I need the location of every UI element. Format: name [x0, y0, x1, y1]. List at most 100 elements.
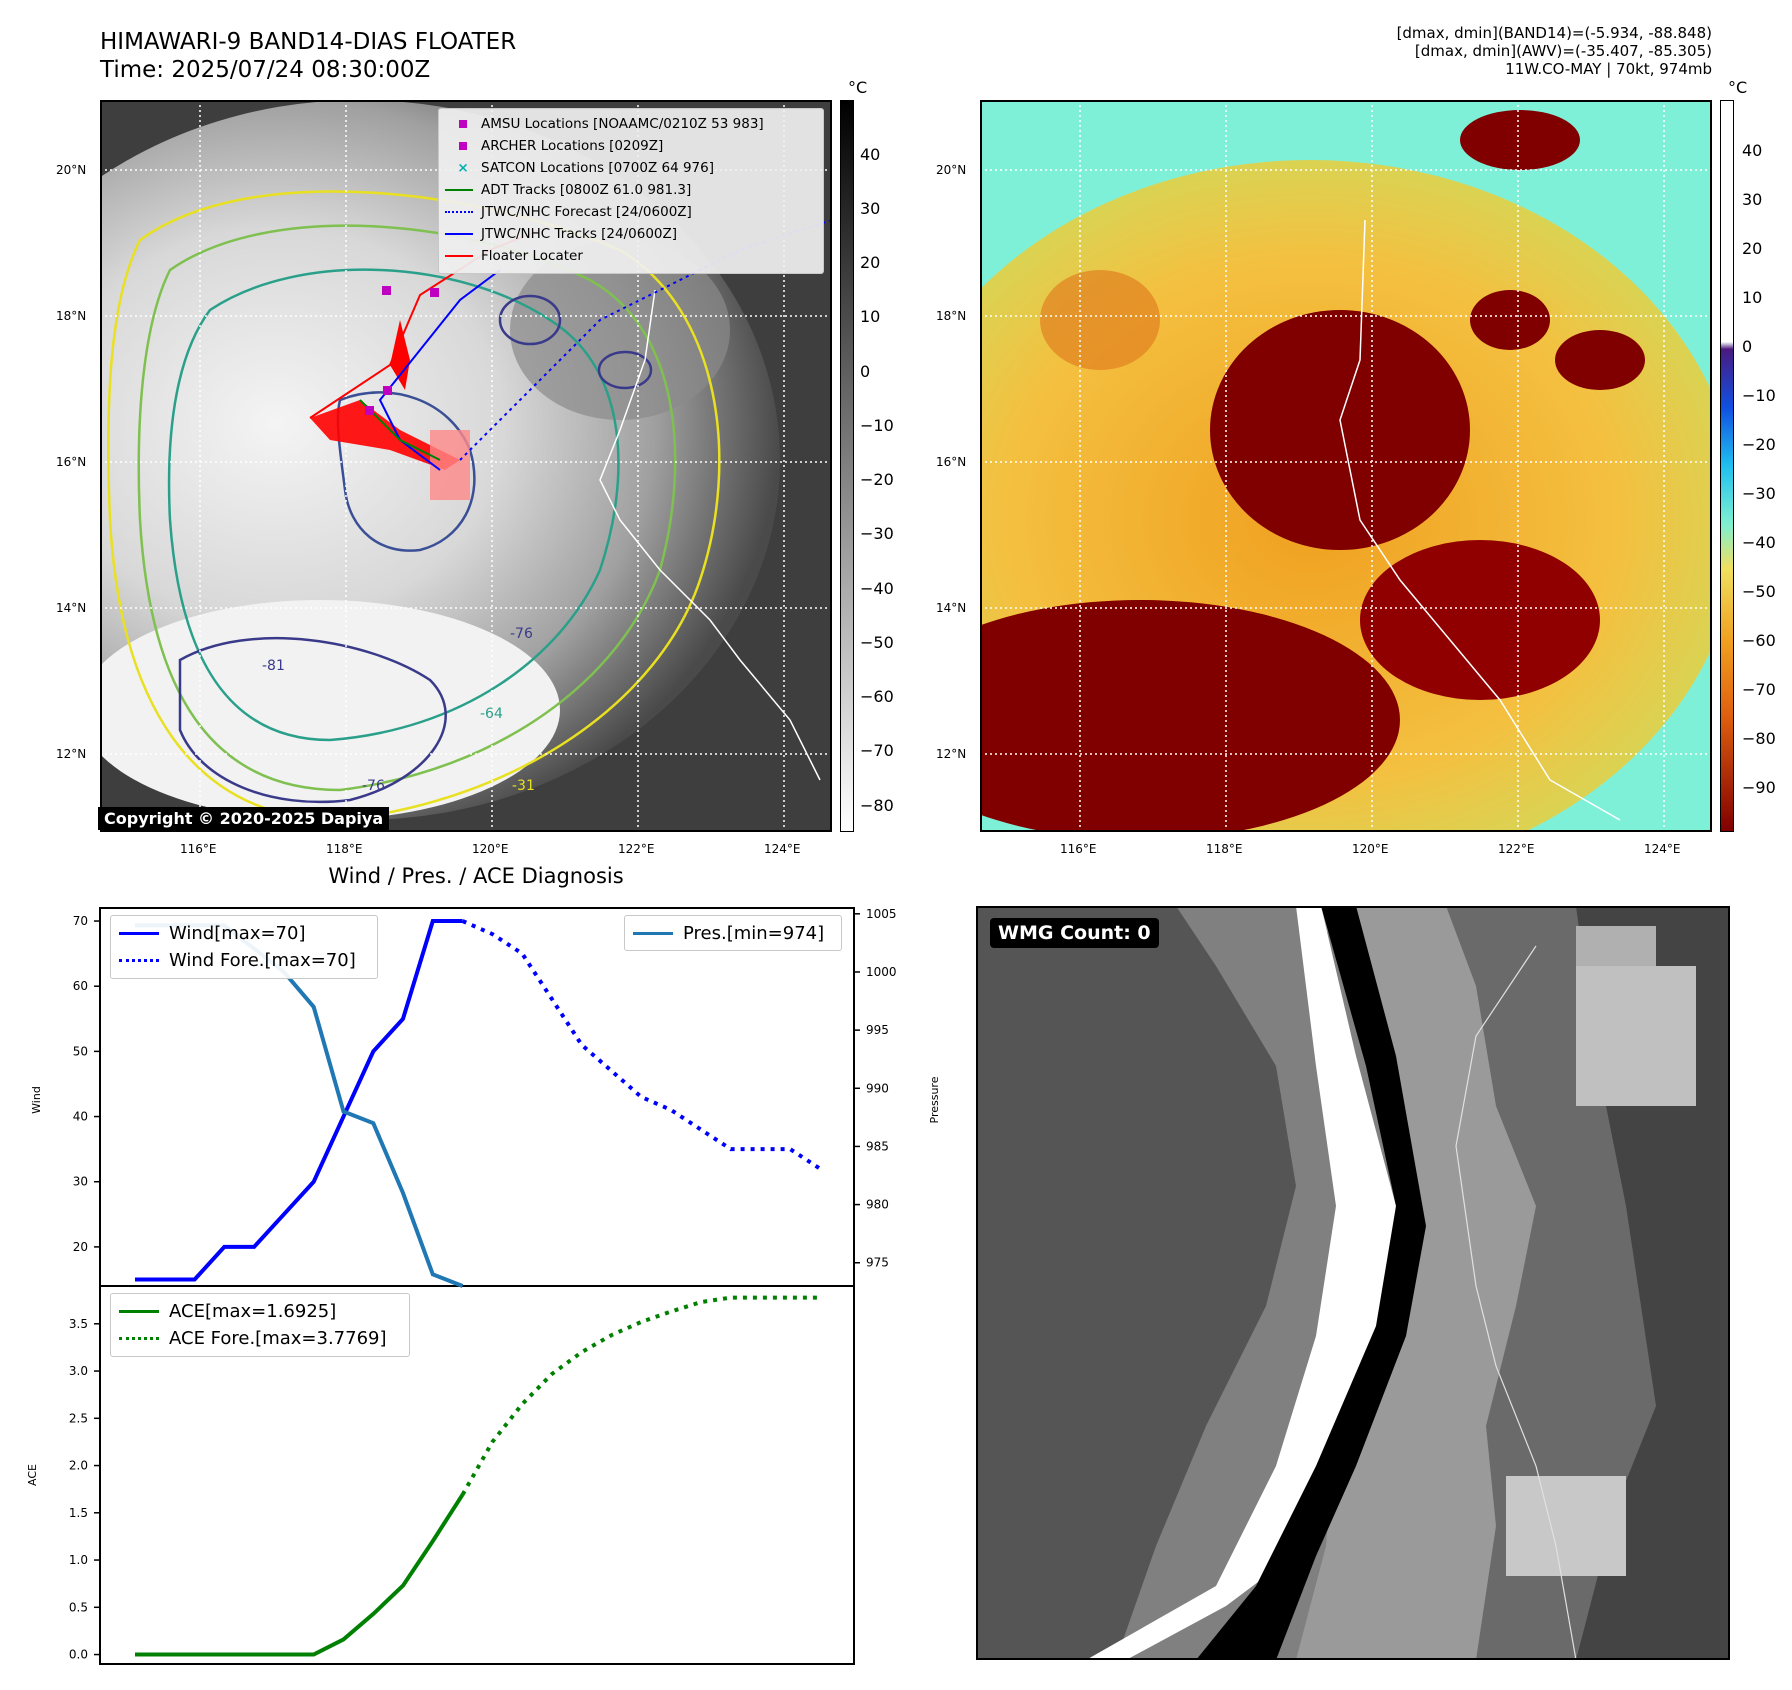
cbar-tick: −70	[1742, 680, 1776, 699]
right-colorbar	[1720, 100, 1734, 832]
lat-label: 12°N	[56, 747, 87, 761]
cbar-tick: −30	[860, 524, 894, 543]
diagnosis-svg: 20 30 40 50 60 70 975 980 985 990 995 1000 1005 0.0…	[26, 907, 941, 1665]
contour-label: -64	[480, 706, 503, 722]
pressure-legend: Pres.[min=974]	[624, 915, 842, 951]
lat-label: 16°N	[56, 455, 87, 469]
lon-label: 118°E	[1206, 842, 1243, 856]
enhanced-ir-map-frame	[980, 100, 1712, 832]
ace-tick-label: 3.0	[69, 1364, 88, 1378]
copyright-label: Copyright © 2020-2025 Dapiya	[98, 807, 390, 830]
pressure-tick-label: 980	[866, 1198, 889, 1212]
ace-tick-label: 3.5	[69, 1317, 88, 1331]
lat-label: 18°N	[56, 309, 87, 323]
ace-tick-label: 1.5	[69, 1506, 88, 1520]
ace-legend: ACE[max=1.6925] ACE Fore.[max=3.7769]	[110, 1293, 410, 1357]
lat-label: 16°N	[936, 455, 967, 469]
cbar-tick: 0	[860, 362, 871, 381]
left-colorbar	[840, 100, 854, 832]
lon-label: 116°E	[180, 842, 217, 856]
lon-label: 120°E	[472, 842, 509, 856]
contour-label: -31	[512, 778, 535, 794]
title-line-2: Time: 2025/07/24 08:30:00Z	[100, 57, 431, 83]
lat-label: 14°N	[936, 601, 967, 615]
pressure-axis: 975 980 985 990 995 1000 1005	[854, 907, 897, 1270]
wmg-map	[976, 906, 1730, 1660]
cbar-tick: 0	[1742, 337, 1753, 356]
legend-ace: ACE[max=1.6925]	[169, 1301, 337, 1322]
lat-label: 20°N	[936, 163, 967, 177]
pressure-tick-label: 995	[866, 1023, 889, 1037]
contour-label: -76	[510, 626, 533, 642]
ace-tick-label: 0.5	[69, 1600, 88, 1614]
cbar-tick: −40	[1742, 533, 1776, 552]
cbar-tick: −60	[1742, 631, 1776, 650]
ace-tick-label: 2.5	[69, 1411, 88, 1425]
pressure-tick-label: 985	[866, 1139, 889, 1153]
cbar-tick: 10	[1742, 288, 1763, 307]
left-colorbar-unit: °C	[848, 78, 868, 97]
wind-axis: 20 30 40 50 60 70	[73, 914, 100, 1254]
legend-jtwc-forecast: JTWC/NHC Forecast [24/0600Z]	[481, 204, 692, 220]
diagnosis-chart: 20 30 40 50 60 70 975 980 985 990 995 1000 1005 0.0…	[0, 890, 960, 1680]
wind-forecast-series-line	[461, 919, 822, 1171]
amsu-markers	[365, 286, 439, 415]
cbar-tick: −20	[860, 470, 894, 489]
legend-jtwc-tracks: JTWC/NHC Tracks [24/0600Z]	[481, 226, 678, 242]
wmg-map-frame	[976, 906, 1730, 1660]
lon-label: 124°E	[1644, 842, 1681, 856]
jtwc-track	[378, 269, 501, 471]
lon-label: 118°E	[326, 842, 363, 856]
cbar-tick: −70	[860, 741, 894, 760]
legend-satcon: SATCON Locations [0700Z 64 976]	[481, 160, 714, 176]
cbar-tick: −10	[1742, 386, 1776, 405]
cbar-tick: −30	[1742, 484, 1776, 503]
cbar-tick: 40	[860, 145, 881, 164]
lat-label: 14°N	[56, 601, 87, 615]
lon-label: 122°E	[1498, 842, 1535, 856]
jtwc-forecast	[459, 219, 832, 461]
lat-label: 12°N	[936, 747, 967, 761]
legend-adt: ADT Tracks [0800Z 61.0 981.3]	[481, 182, 692, 198]
ace-axis-label: ACE	[26, 1464, 39, 1486]
pressure-tick-label: 990	[866, 1081, 889, 1095]
diagnosis-lines	[135, 919, 822, 1657]
right-colorbar-unit: °C	[1728, 78, 1748, 97]
info-line-1: [dmax, dmin](BAND14)=(-5.934, -88.848)	[1396, 24, 1712, 42]
cbar-tick: 30	[1742, 190, 1763, 209]
ace-forecast-series-line	[460, 1295, 820, 1496]
wind-tick-label: 20	[73, 1240, 88, 1254]
ace-tick-label: 0.0	[69, 1648, 88, 1662]
cbar-tick: −40	[860, 579, 894, 598]
left-colorbar-ticks: 40 30 20 10 0 −10 −20 −30 −40 −50 −60 −7…	[860, 100, 910, 832]
cbar-tick: 10	[860, 307, 881, 326]
cbar-tick: −20	[1742, 435, 1776, 454]
legend-archer: ARCHER Locations [0209Z]	[481, 138, 664, 154]
cbar-tick: −50	[1742, 582, 1776, 601]
ace-tick-label: 1.0	[69, 1553, 88, 1567]
lon-label: 116°E	[1060, 842, 1097, 856]
legend-pressure: Pres.[min=974]	[683, 923, 825, 944]
wind-tick-label: 60	[73, 979, 88, 993]
map-legend: AMSU Locations [NOAAMC/0210Z 53 983] ARC…	[438, 108, 824, 274]
title-line-1: HIMAWARI-9 BAND14-DIAS FLOATER	[100, 29, 517, 55]
pressure-tick-label: 975	[866, 1256, 889, 1270]
wind-axis-label: Wind	[30, 1086, 43, 1114]
cbar-tick: −60	[860, 687, 894, 706]
info-line-2: [dmax, dmin](AWV)=(-35.407, -85.305)	[1414, 42, 1712, 60]
right-colorbar-ticks: 40 30 20 10 0 −10 −20 −30 −40 −50 −60 −7…	[1742, 100, 1792, 832]
pressure-tick-label: 1005	[866, 907, 897, 921]
lon-label: 122°E	[618, 842, 655, 856]
wind-tick-label: 40	[73, 1110, 88, 1124]
ace-axis: 0.0 0.5 1.0 1.5 2.0 2.5 3.0 3.5	[69, 1317, 100, 1662]
wind-legend: Wind[max=70] Wind Fore.[max=70]	[110, 915, 378, 979]
enhanced-ir-map	[980, 100, 1712, 832]
cbar-tick: 40	[1742, 141, 1763, 160]
cbar-tick: 20	[1742, 239, 1763, 258]
cbar-tick: −80	[860, 796, 894, 815]
pressure-axis-label: Pressure	[928, 1076, 941, 1123]
wind-tick-label: 30	[73, 1175, 88, 1189]
contour-label: -76	[362, 778, 385, 794]
ace-tick-label: 2.0	[69, 1459, 88, 1473]
diagnosis-title: Wind / Pres. / ACE Diagnosis	[328, 864, 624, 888]
